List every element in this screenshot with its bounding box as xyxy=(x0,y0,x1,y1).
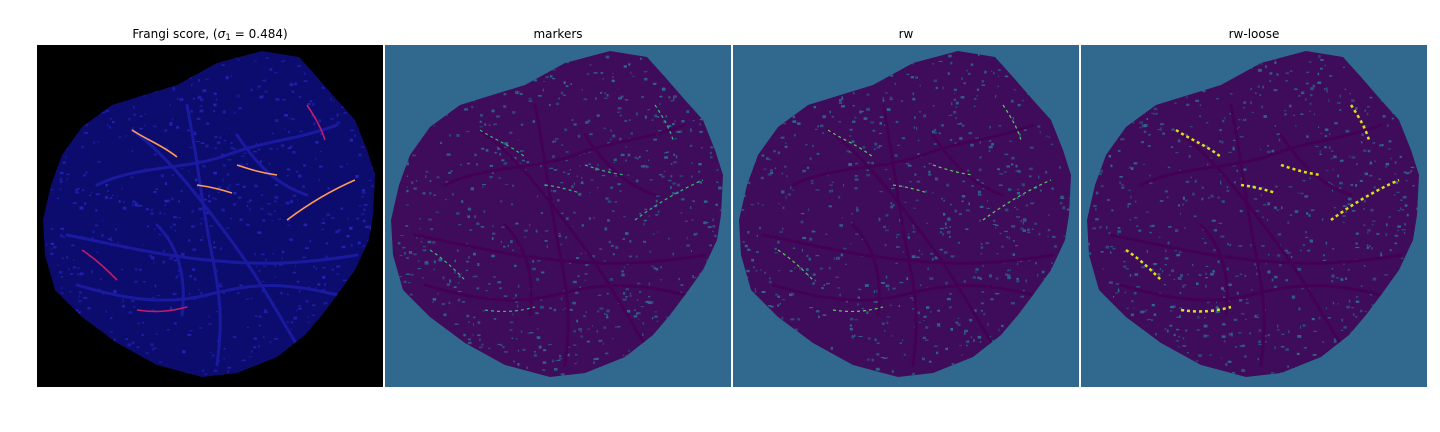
highlight-segment xyxy=(1330,178,1400,222)
vessel-line xyxy=(881,103,918,367)
vessel-line xyxy=(1174,128,1343,347)
highlight-segment xyxy=(932,164,974,176)
vessel-line xyxy=(1229,103,1266,367)
vessel-line xyxy=(155,223,185,317)
vessel-line xyxy=(65,233,359,265)
markers-panel-title: markers xyxy=(533,27,583,41)
rw-panel-title: rw xyxy=(898,27,914,41)
highlight-segment xyxy=(892,184,929,194)
vessel-line xyxy=(1109,233,1403,265)
highlight-segment xyxy=(236,164,278,176)
frangi-panel: Frangi score, (σ1 = 0.484) xyxy=(37,0,383,432)
highlight-segment xyxy=(479,129,526,158)
highlight-segment xyxy=(1175,128,1222,158)
highlight-segment xyxy=(982,179,1052,221)
vessel-line xyxy=(1119,283,1383,302)
vessel-line xyxy=(235,133,309,197)
highlight-segment xyxy=(777,249,814,281)
highlight-segment xyxy=(544,184,581,194)
vessel-line xyxy=(771,283,1035,302)
vessel-line xyxy=(130,128,299,347)
rw-loose-panel-title: rw-loose xyxy=(1228,27,1280,41)
highlight-segment xyxy=(1125,248,1162,281)
vessel-line xyxy=(478,128,647,347)
vessel-line xyxy=(443,123,687,187)
vessel-line xyxy=(423,283,687,302)
vessel-line xyxy=(95,123,339,187)
highlight-segment xyxy=(136,306,188,313)
vessel-line xyxy=(851,223,881,317)
highlight-segment xyxy=(131,129,178,158)
highlight-segment xyxy=(81,249,118,281)
frangi-panel-title: Frangi score, (σ1 = 0.484) xyxy=(132,27,288,43)
frangi-image xyxy=(37,45,383,387)
rw-panel: rw xyxy=(733,0,1079,432)
highlight-segment xyxy=(1280,163,1322,177)
vessel-line xyxy=(931,133,1005,197)
rw-loose-panel: rw-loose xyxy=(1081,0,1427,432)
vessel-line xyxy=(503,223,533,317)
highlight-segment xyxy=(634,179,704,221)
vessel-line xyxy=(1199,223,1229,317)
vessel-line xyxy=(75,283,339,302)
markers-panel: markers xyxy=(385,0,731,432)
rw-image xyxy=(733,45,1079,387)
tissue-texture xyxy=(1087,51,1419,377)
highlight-segment xyxy=(306,104,326,141)
vessel-line xyxy=(413,233,707,265)
highlight-segment xyxy=(654,104,674,141)
markers-image xyxy=(385,45,731,387)
highlight-segment xyxy=(827,129,874,158)
vessel-line xyxy=(791,123,1035,187)
highlight-segment xyxy=(196,184,233,194)
rw-loose-image xyxy=(1081,45,1427,387)
highlight-segment xyxy=(484,306,536,313)
tissue-texture xyxy=(739,51,1071,377)
vessel-line xyxy=(185,103,222,367)
highlight-segment xyxy=(1349,104,1371,141)
highlight-segment xyxy=(1002,104,1022,141)
vessel-line xyxy=(1139,123,1383,187)
highlight-segment xyxy=(429,249,466,281)
vessel-line xyxy=(826,128,995,347)
highlight-segment xyxy=(286,179,356,221)
highlight-segment xyxy=(1180,305,1232,313)
vessel-line xyxy=(583,133,657,197)
highlight-segment xyxy=(832,306,884,313)
vessel-line xyxy=(761,233,1055,265)
highlight-segment xyxy=(584,164,626,176)
highlight-segment xyxy=(1240,183,1277,195)
vessel-line xyxy=(533,103,570,367)
